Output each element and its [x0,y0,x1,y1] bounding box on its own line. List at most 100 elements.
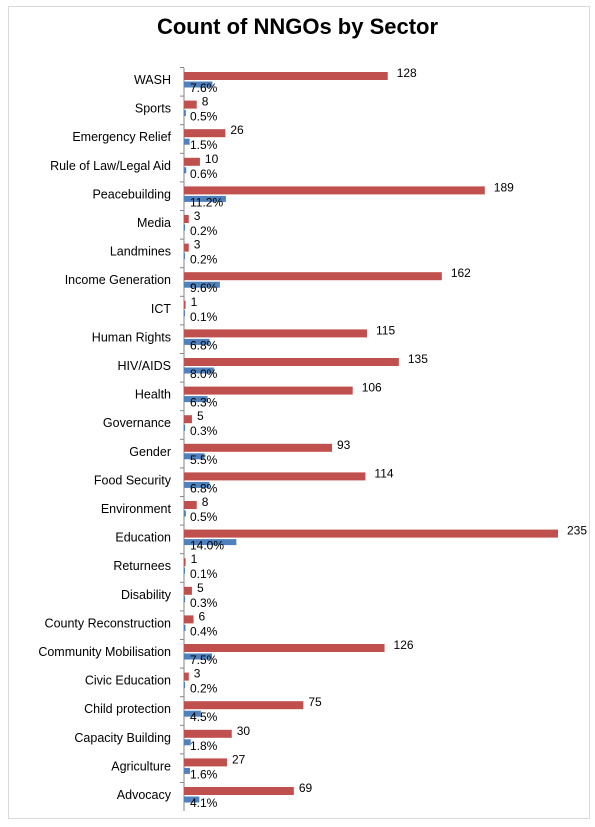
count-data-label: 30 [237,724,251,738]
percent-data-label: 6.8% [190,481,218,495]
percent-data-label: 4.5% [190,710,218,724]
category-label: WASH [134,73,171,87]
count-bar [184,501,197,509]
count-bar [184,472,366,481]
category-label: ICT [151,302,172,316]
count-bar [184,72,388,80]
count-data-label: 26 [230,123,244,137]
percent-data-label: 0.3% [190,424,218,438]
category-label: Capacity Building [74,731,171,745]
category-label: Environment [101,502,172,516]
category-label: County Reconstruction [45,616,172,630]
category-label: Health [135,388,171,402]
percent-bar [184,367,214,374]
percent-data-label: 1.8% [190,739,218,753]
percent-data-label: 1.6% [190,767,218,781]
category-label: Food Security [94,473,172,487]
percent-bar [184,253,185,260]
count-bar [184,243,189,252]
count-bar [184,415,192,424]
category-label: HIV/AIDS [118,359,172,373]
category-label: Emergency Relief [72,130,171,144]
count-data-label: 114 [374,466,393,480]
percent-bar [184,338,210,345]
count-data-label: 1 [191,552,198,566]
percent-data-label: 0.6% [190,167,218,181]
count-bar [184,644,385,652]
count-data-label: 135 [408,352,428,366]
count-data-label: 3 [194,209,201,223]
count-data-label: 69 [299,781,313,795]
count-bar [184,358,399,366]
count-data-label: 126 [394,638,414,652]
count-data-label: 128 [397,66,417,80]
category-label: Governance [103,416,171,430]
category-label: Landmines [110,245,171,259]
count-data-label: 115 [376,323,395,337]
percent-bar [184,739,191,746]
percent-bar [184,110,186,117]
count-data-label: 6 [199,609,206,623]
chart-frame [8,6,590,819]
category-label: Education [115,531,171,545]
count-bar [184,329,368,338]
percent-bar [184,396,208,403]
chart-title: Count of NNGOs by Sector [156,14,439,39]
category-label: Community Mobilisation [38,645,171,659]
percent-data-label: 0.1% [190,567,218,581]
percent-data-label: 9.6% [190,281,218,295]
percent-data-label: 11.2% [190,195,223,209]
category-label: Rule of Law/Legal Aid [50,159,171,173]
percent-data-label: 7.5% [190,653,218,667]
count-data-label: 235 [567,524,587,538]
percent-bar [184,138,190,145]
count-bar [184,672,189,681]
count-data-label: 5 [197,409,204,423]
count-bar [184,443,333,452]
category-label: Advocacy [117,788,172,802]
percent-bar [184,281,220,288]
count-bar [184,701,304,710]
count-data-label: 93 [337,438,351,452]
count-data-label: 1 [191,295,198,309]
percent-bar [184,596,186,603]
count-data-label: 3 [194,238,201,252]
category-label: Human Rights [92,330,171,344]
percent-data-label: 14.0% [190,539,224,553]
count-bar [184,300,186,309]
percent-data-label: 6.3% [190,396,218,410]
percent-bar [184,653,213,660]
count-data-label: 3 [194,667,201,681]
count-bar [184,272,442,281]
count-bar [184,729,232,738]
count-bar [184,787,294,795]
count-data-label: 8 [202,95,209,109]
count-bar [184,186,485,195]
percent-data-label: 8.0% [190,367,218,381]
percent-data-label: 0.2% [190,224,218,238]
count-data-label: 8 [202,495,209,509]
count-bar [184,386,353,395]
category-label: Child protection [84,702,171,716]
category-label: Peacebuilding [92,187,171,201]
count-bar [184,157,200,166]
percent-data-label: 6.8% [190,338,218,352]
category-label: Sports [135,102,171,116]
category-label: Agriculture [111,759,171,773]
percent-bar [184,481,210,488]
count-bar [184,558,186,567]
percent-bar [184,195,226,202]
percent-bar [184,710,201,717]
count-bar [184,129,226,138]
count-data-label: 189 [494,180,514,194]
percent-data-label: 1.5% [190,138,218,152]
percent-data-label: 7.6% [190,81,218,95]
percent-bar [184,510,186,517]
percent-data-label: 4.1% [190,796,218,810]
percent-bar [184,167,187,174]
percent-bar [184,424,186,431]
count-bar [184,586,192,595]
percent-bar [184,81,213,88]
percent-bar [184,567,185,574]
